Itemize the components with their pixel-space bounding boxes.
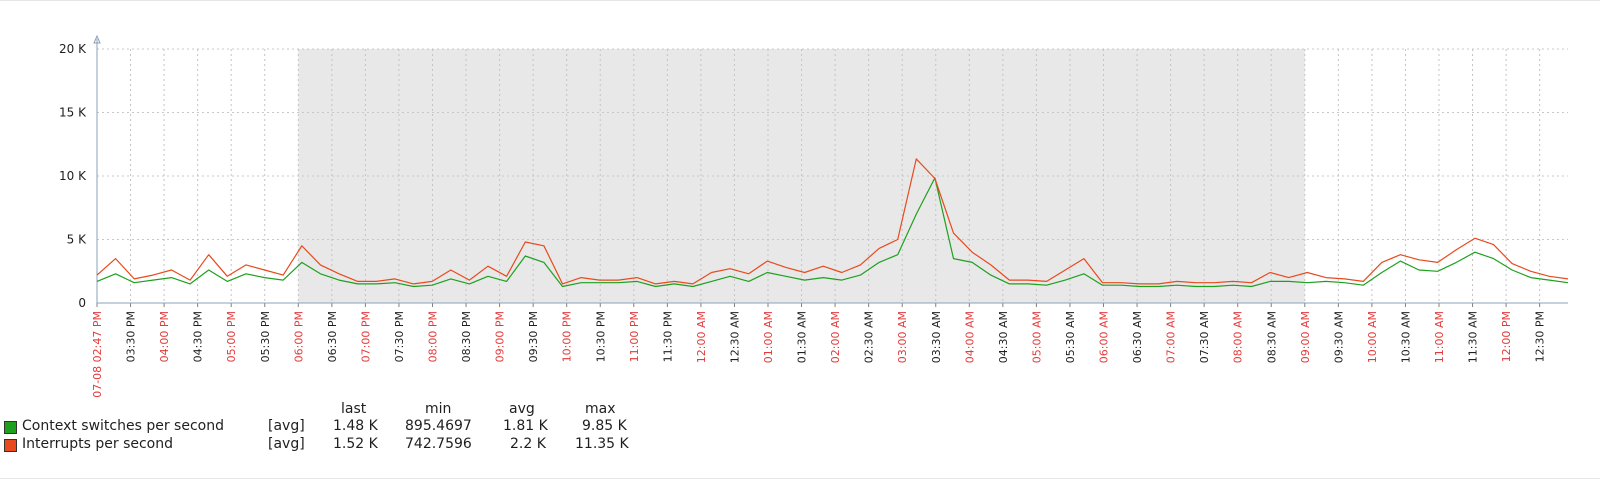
legend-value-min: 742.7596 — [405, 436, 472, 452]
x-tick-label: 02:00 AM — [829, 311, 842, 363]
x-tick-label: 05:30 AM — [1064, 311, 1077, 363]
x-tick-label: 06:30 AM — [1131, 311, 1144, 363]
x-tick-label: 04:00 PM — [158, 311, 171, 362]
legend-header-avg: avg — [509, 401, 535, 417]
x-tick-label: 06:00 PM — [292, 311, 305, 362]
y-tick-label: 0 — [78, 296, 86, 310]
x-tick-label: 12:00 PM — [1500, 311, 1513, 362]
legend-swatch-context-switches — [4, 421, 17, 434]
legend-value-avg: 1.81 K — [503, 418, 548, 434]
y-axis-arrow — [93, 34, 101, 44]
legend-aggregation: [avg] — [268, 436, 305, 452]
y-tick-label: 10 K — [59, 169, 87, 183]
legend-header-last: last — [341, 401, 367, 417]
x-tick-label: 10:30 PM — [594, 311, 607, 362]
x-tick-label: 07:00 PM — [359, 311, 372, 362]
x-tick-label: 11:00 PM — [628, 311, 641, 362]
x-tick-label: 10:00 AM — [1366, 311, 1379, 363]
legend-value-max: 9.85 K — [582, 418, 627, 434]
x-tick-label: 08:30 PM — [460, 311, 473, 362]
x-tick-label: 07:30 PM — [393, 311, 406, 362]
y-tick-label: 20 K — [59, 42, 87, 56]
x-tick-label: 12:30 AM — [728, 311, 741, 363]
x-tick-label: 11:00 AM — [1433, 311, 1446, 363]
x-tick-label: 07-08 02:47 PM — [91, 311, 104, 398]
x-tick-label: 08:00 PM — [427, 311, 440, 362]
legend-value-last: 1.48 K — [333, 418, 378, 434]
x-tick-label: 03:30 AM — [930, 311, 943, 363]
series-line-context-switches — [96, 177, 1569, 288]
legend-value-avg: 2.2 K — [510, 436, 546, 452]
legend-value-max: 11.35 K — [575, 436, 629, 452]
x-tick-label: 12:30 PM — [1534, 311, 1547, 362]
x-tick-label: 09:00 AM — [1299, 311, 1312, 363]
legend-aggregation: [avg] — [268, 418, 305, 434]
x-tick-label: 05:30 PM — [259, 311, 272, 362]
x-tick-label: 07:00 AM — [1165, 311, 1178, 363]
x-tick-label: 09:30 PM — [527, 311, 540, 362]
x-tick-label: 10:00 PM — [561, 311, 574, 362]
x-tick-label: 01:30 AM — [796, 311, 809, 363]
legend-value-min: 895.4697 — [405, 418, 472, 434]
x-tick-label: 11:30 AM — [1467, 311, 1480, 363]
legend-series-name: Context switches per second — [22, 418, 224, 434]
series-line-interrupts — [96, 158, 1569, 285]
x-tick-label: 06:30 PM — [326, 311, 339, 362]
x-tick-label: 10:30 AM — [1399, 311, 1412, 363]
chart: 0 5 K 10 K 15 K 20 K 07-08 02:47 PM 03:30 PM 04… — [59, 34, 1569, 398]
x-tick-label: 01:00 AM — [762, 311, 775, 363]
x-tick-label: 08:00 AM — [1232, 311, 1245, 363]
x-tick-label: 09:00 PM — [494, 311, 507, 362]
x-tick-label: 03:30 PM — [125, 311, 138, 362]
x-tick-label: 04:30 PM — [192, 311, 205, 362]
x-tick-label: 05:00 AM — [1030, 311, 1043, 363]
x-tick-label: 02:30 AM — [863, 311, 876, 363]
legend-header-min: min — [425, 401, 452, 417]
x-tick-label: 03:00 AM — [896, 311, 909, 363]
x-tick-label: 08:30 AM — [1265, 311, 1278, 363]
legend-swatch-interrupts — [4, 439, 17, 452]
y-tick-label: 5 K — [67, 233, 87, 247]
legend-value-last: 1.52 K — [333, 436, 378, 452]
legend-header-max: max — [585, 401, 616, 417]
x-tick-label: 12:00 AM — [695, 311, 708, 363]
x-tick-label: 04:00 AM — [963, 311, 976, 363]
x-tick-label: 06:00 AM — [1098, 311, 1111, 363]
legend-series-name: Interrupts per second — [22, 436, 173, 452]
x-tick-label: 05:00 PM — [225, 311, 238, 362]
x-tick-label: 07:30 AM — [1198, 311, 1211, 363]
x-tick-label: 11:30 PM — [661, 311, 674, 362]
x-tick-label: 04:30 AM — [997, 311, 1010, 363]
x-tick-label: 09:30 AM — [1332, 311, 1345, 363]
y-tick-label: 15 K — [59, 106, 87, 120]
